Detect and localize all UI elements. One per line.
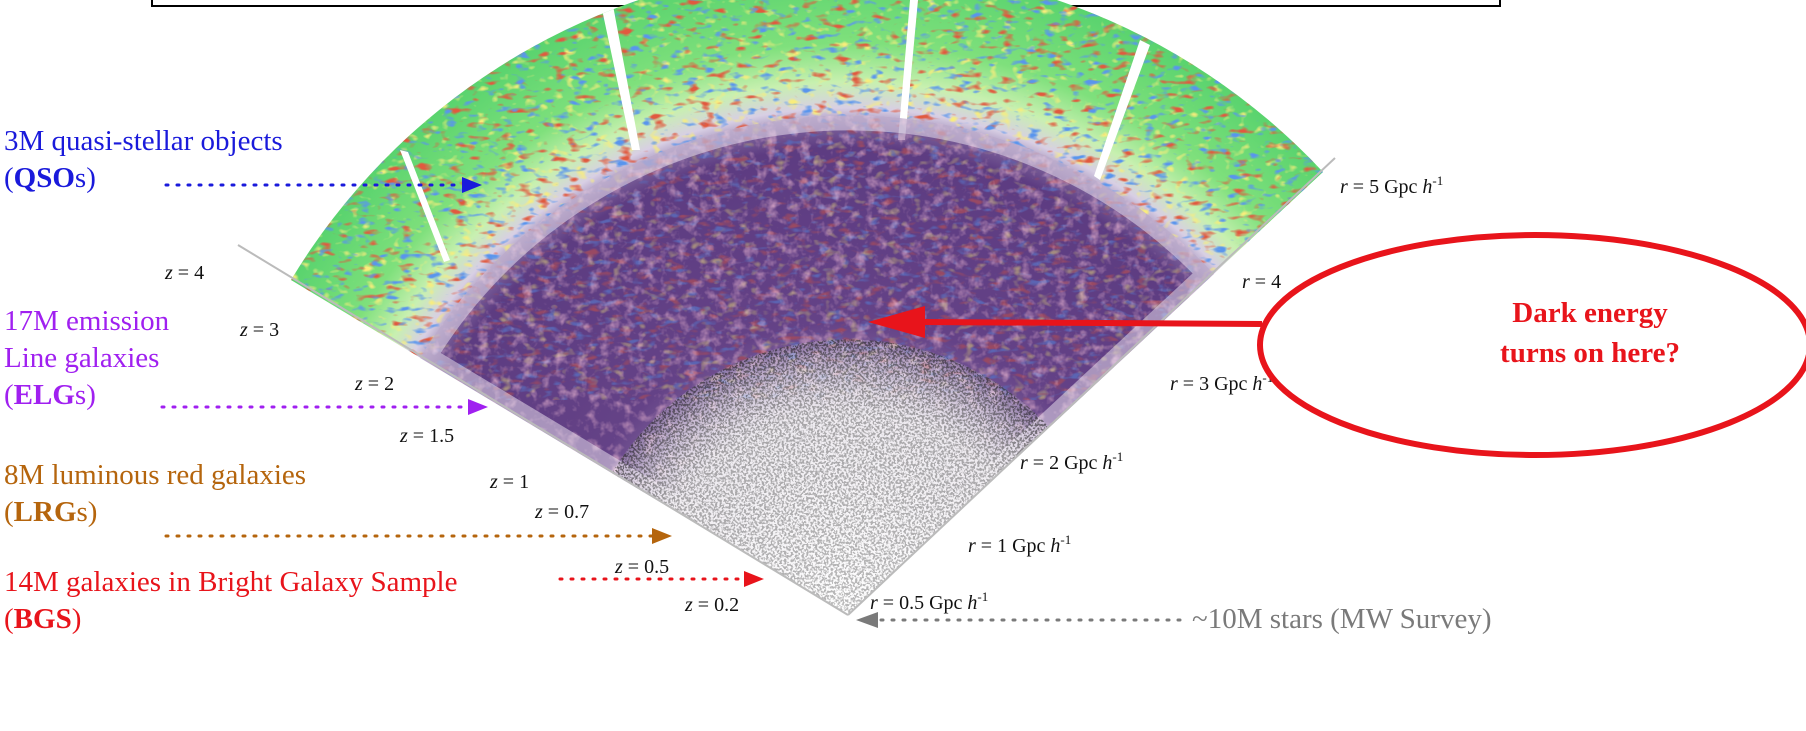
axis-label-part: z bbox=[399, 425, 408, 447]
axis-label-part: z bbox=[614, 556, 623, 578]
tracer-abbr-part: s) bbox=[77, 496, 98, 528]
survey-fan bbox=[237, 0, 1336, 616]
arrowhead bbox=[462, 177, 482, 193]
tracer-abbr-part: BGS bbox=[14, 603, 72, 635]
redshift-label: z = 1.5 bbox=[399, 425, 454, 447]
distance-label: r = 2 Gpc h-1 bbox=[1020, 449, 1123, 474]
axis-label-part: r bbox=[1242, 271, 1250, 293]
axis-label-part: r bbox=[870, 592, 878, 614]
redshift-label: z = 2 bbox=[354, 373, 394, 395]
callout-ellipse bbox=[1257, 232, 1806, 458]
axis-label-part: = 0.7 bbox=[543, 501, 589, 523]
tracer-abbr-part: ELG bbox=[14, 379, 75, 411]
tracer-label: 14M galaxies in Bright Galaxy Sample bbox=[4, 566, 457, 598]
tracer-label: Line galaxies bbox=[4, 342, 159, 374]
axis-label-part: z bbox=[164, 262, 173, 284]
tracer-abbr-part: s) bbox=[75, 379, 96, 411]
axis-label-part: = 4 bbox=[1250, 271, 1281, 293]
axis-label-part: = 2 bbox=[363, 373, 394, 395]
axis-label-part: = 2 Gpc bbox=[1028, 452, 1103, 474]
axis-label-part: z bbox=[354, 373, 363, 395]
distance-label: r = 5 Gpc h-1 bbox=[1340, 173, 1443, 198]
axis-label-part: = 0.5 Gpc bbox=[878, 592, 968, 614]
axis-label-part: = 3 Gpc bbox=[1178, 373, 1253, 395]
tracer-abbr-part: QSO bbox=[14, 162, 75, 194]
axis-label-part: r bbox=[968, 535, 976, 557]
tracer-abbr-part: ( bbox=[4, 162, 14, 194]
distance-label: r = 1 Gpc h-1 bbox=[968, 532, 1071, 557]
axis-label-part: = 5 Gpc bbox=[1348, 176, 1423, 198]
redshift-label: z = 0.7 bbox=[534, 501, 589, 523]
distance-label: r = 3 Gpc h-1 bbox=[1170, 370, 1273, 395]
axis-label-part: z bbox=[489, 471, 498, 493]
redshift-label: z = 4 bbox=[164, 262, 204, 284]
arrowhead bbox=[856, 612, 878, 628]
tracer-abbr: (ELGs) bbox=[4, 379, 96, 411]
axis-label-part: r bbox=[1340, 176, 1348, 198]
stars-label: ~10M stars (MW Survey) bbox=[1192, 603, 1492, 635]
axis-label-part: -1 bbox=[1262, 370, 1273, 385]
axis-label-part: h bbox=[1252, 373, 1262, 395]
axis-label-part: = 1.5 bbox=[408, 425, 454, 447]
axis-label-part: = 3 bbox=[248, 319, 279, 341]
axis-label-part: = 4 bbox=[173, 262, 204, 284]
axis-label-part: h bbox=[967, 592, 977, 614]
tracer-label: 17M emission bbox=[4, 305, 170, 337]
redshift-label: z = 3 bbox=[239, 319, 279, 341]
axis-label-part: -1 bbox=[977, 589, 988, 604]
axis-label-part: r bbox=[1170, 373, 1178, 395]
redshift-label: z = 1 bbox=[489, 471, 529, 493]
axis-label-part: = 0.5 bbox=[623, 556, 669, 578]
tracer-abbr-part: ( bbox=[4, 379, 14, 411]
tracer-label: 3M quasi-stellar objects bbox=[4, 125, 283, 157]
redshift-label: z = 0.5 bbox=[614, 556, 669, 578]
tracer-abbr-part: ( bbox=[4, 603, 14, 635]
axis-label-part: h bbox=[1422, 176, 1432, 198]
tracer-abbr: (LRGs) bbox=[4, 496, 97, 528]
tracer-abbr: (BGS) bbox=[4, 603, 81, 635]
tracer-abbr-part: LRG bbox=[14, 496, 77, 528]
axis-label-part: = 1 Gpc bbox=[976, 535, 1051, 557]
axis-label-part: -1 bbox=[1432, 173, 1443, 188]
callout-text: Dark energy bbox=[1512, 297, 1668, 329]
tracer-abbr-part: ( bbox=[4, 496, 14, 528]
arrowhead bbox=[744, 571, 764, 587]
axis-label-part: -1 bbox=[1060, 532, 1071, 547]
axis-label-part: -1 bbox=[1112, 449, 1123, 464]
arrowhead bbox=[652, 528, 672, 544]
tracer-abbr: (QSOs) bbox=[4, 162, 96, 194]
axis-label-part: h bbox=[1102, 452, 1112, 474]
axis-label-part: h bbox=[1050, 535, 1060, 557]
axis-label-part: z bbox=[534, 501, 543, 523]
tracer-label: 8M luminous red galaxies bbox=[4, 459, 306, 491]
axis-label-part: z bbox=[684, 594, 693, 616]
tracer-abbr-part: ) bbox=[72, 603, 82, 635]
axis-label-part: r bbox=[1020, 452, 1028, 474]
callout-text: turns on here? bbox=[1500, 337, 1680, 369]
distance-label: r = 0.5 Gpc h-1 bbox=[870, 589, 988, 614]
axis-label-part: = 0.2 bbox=[693, 594, 739, 616]
callout-arrowhead bbox=[868, 306, 925, 338]
arrowhead bbox=[468, 399, 488, 415]
redshift-label: z = 0.2 bbox=[684, 594, 739, 616]
tracer-abbr-part: s) bbox=[75, 162, 96, 194]
distance-label: r = 4 bbox=[1242, 271, 1281, 293]
axis-label-part: z bbox=[239, 319, 248, 341]
callout-arrow bbox=[919, 319, 1263, 327]
axis-label-part: = 1 bbox=[498, 471, 529, 493]
